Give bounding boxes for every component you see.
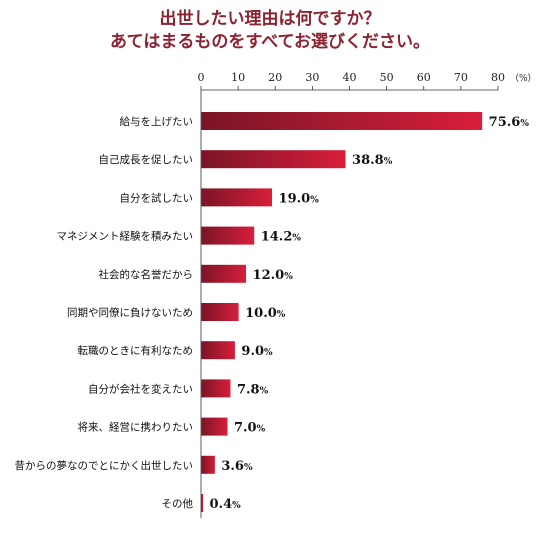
value-percent-sign: %	[520, 119, 529, 129]
value-number: 14.2	[261, 230, 293, 245]
bar	[201, 226, 255, 245]
value-percent-sign: %	[260, 386, 269, 396]
category-label: 自分を試したい	[120, 191, 194, 204]
category-label: マネジメント経験を積みたい	[57, 230, 194, 243]
value-label: 12.0%	[253, 268, 294, 283]
x-tick-label: 50	[380, 71, 394, 84]
bar	[201, 379, 231, 398]
category-label: 同期や同僚に負けないため	[67, 306, 193, 319]
value-number: 3.6	[221, 459, 244, 474]
chart-title-line-2: あてはまるものをすべてお選びください。	[110, 32, 430, 52]
value-label: 7.0%	[234, 421, 266, 436]
category-label: 自分が会社を変えたい	[88, 382, 193, 395]
value-number: 9.0	[241, 344, 264, 359]
x-tick-label: 0	[198, 71, 205, 84]
bar	[201, 417, 228, 436]
bar	[201, 150, 346, 169]
value-number: 0.4	[210, 497, 233, 512]
value-percent-sign: %	[232, 501, 241, 511]
x-axis-unit-label: （%）	[510, 73, 537, 84]
value-number: 7.0	[234, 421, 257, 436]
x-tick-label: 30	[305, 71, 319, 84]
value-label: 75.6%	[489, 115, 530, 130]
value-percent-sign: %	[264, 348, 273, 358]
category-label: 昔からの夢なのでとにかく出世したい	[15, 459, 194, 472]
value-number: 75.6	[489, 115, 521, 130]
chart-title-line-1: 出世したい理由は何ですか？	[159, 9, 381, 29]
bar	[201, 112, 483, 130]
category-label: 将来、経営に携わりたい	[78, 421, 194, 434]
value-percent-sign: %	[244, 463, 253, 473]
bar	[201, 494, 203, 512]
x-tick-label: 80	[491, 71, 505, 84]
category-label: 転職のときに有利なため	[78, 344, 194, 357]
value-percent-sign: %	[257, 425, 266, 435]
value-percent-sign: %	[310, 195, 319, 205]
x-tick-label: 10	[231, 71, 245, 84]
bar	[201, 341, 235, 360]
value-percent-sign: %	[384, 157, 393, 167]
value-percent-sign: %	[292, 234, 301, 244]
value-label: 3.6%	[221, 459, 253, 474]
value-label: 14.2%	[261, 230, 302, 245]
category-label: その他	[162, 497, 194, 510]
category-label: 自己成長を促したい	[99, 153, 194, 166]
value-label: 38.8%	[352, 153, 393, 168]
value-label: 7.8%	[237, 382, 269, 397]
value-label: 10.0%	[245, 306, 286, 321]
x-tick-label: 20	[268, 71, 282, 84]
value-number: 12.0	[253, 268, 285, 283]
category-label: 社会的な名誉だから	[99, 268, 194, 281]
value-number: 38.8	[352, 153, 384, 168]
bar	[201, 455, 215, 474]
category-label: 給与を上げたい	[120, 115, 194, 128]
value-percent-sign: %	[277, 310, 286, 320]
bar	[201, 188, 273, 207]
value-percent-sign: %	[284, 272, 293, 282]
value-label: 9.0%	[241, 344, 273, 359]
bar	[201, 264, 247, 283]
x-tick-label: 40	[343, 71, 357, 84]
value-number: 7.8	[237, 382, 260, 397]
value-number: 10.0	[245, 306, 277, 321]
value-label: 19.0%	[279, 191, 320, 206]
x-tick-label: 70	[454, 71, 468, 84]
bar	[201, 303, 239, 321]
value-label: 0.4%	[210, 497, 242, 512]
x-tick-label: 60	[417, 71, 431, 84]
value-number: 19.0	[279, 191, 311, 206]
